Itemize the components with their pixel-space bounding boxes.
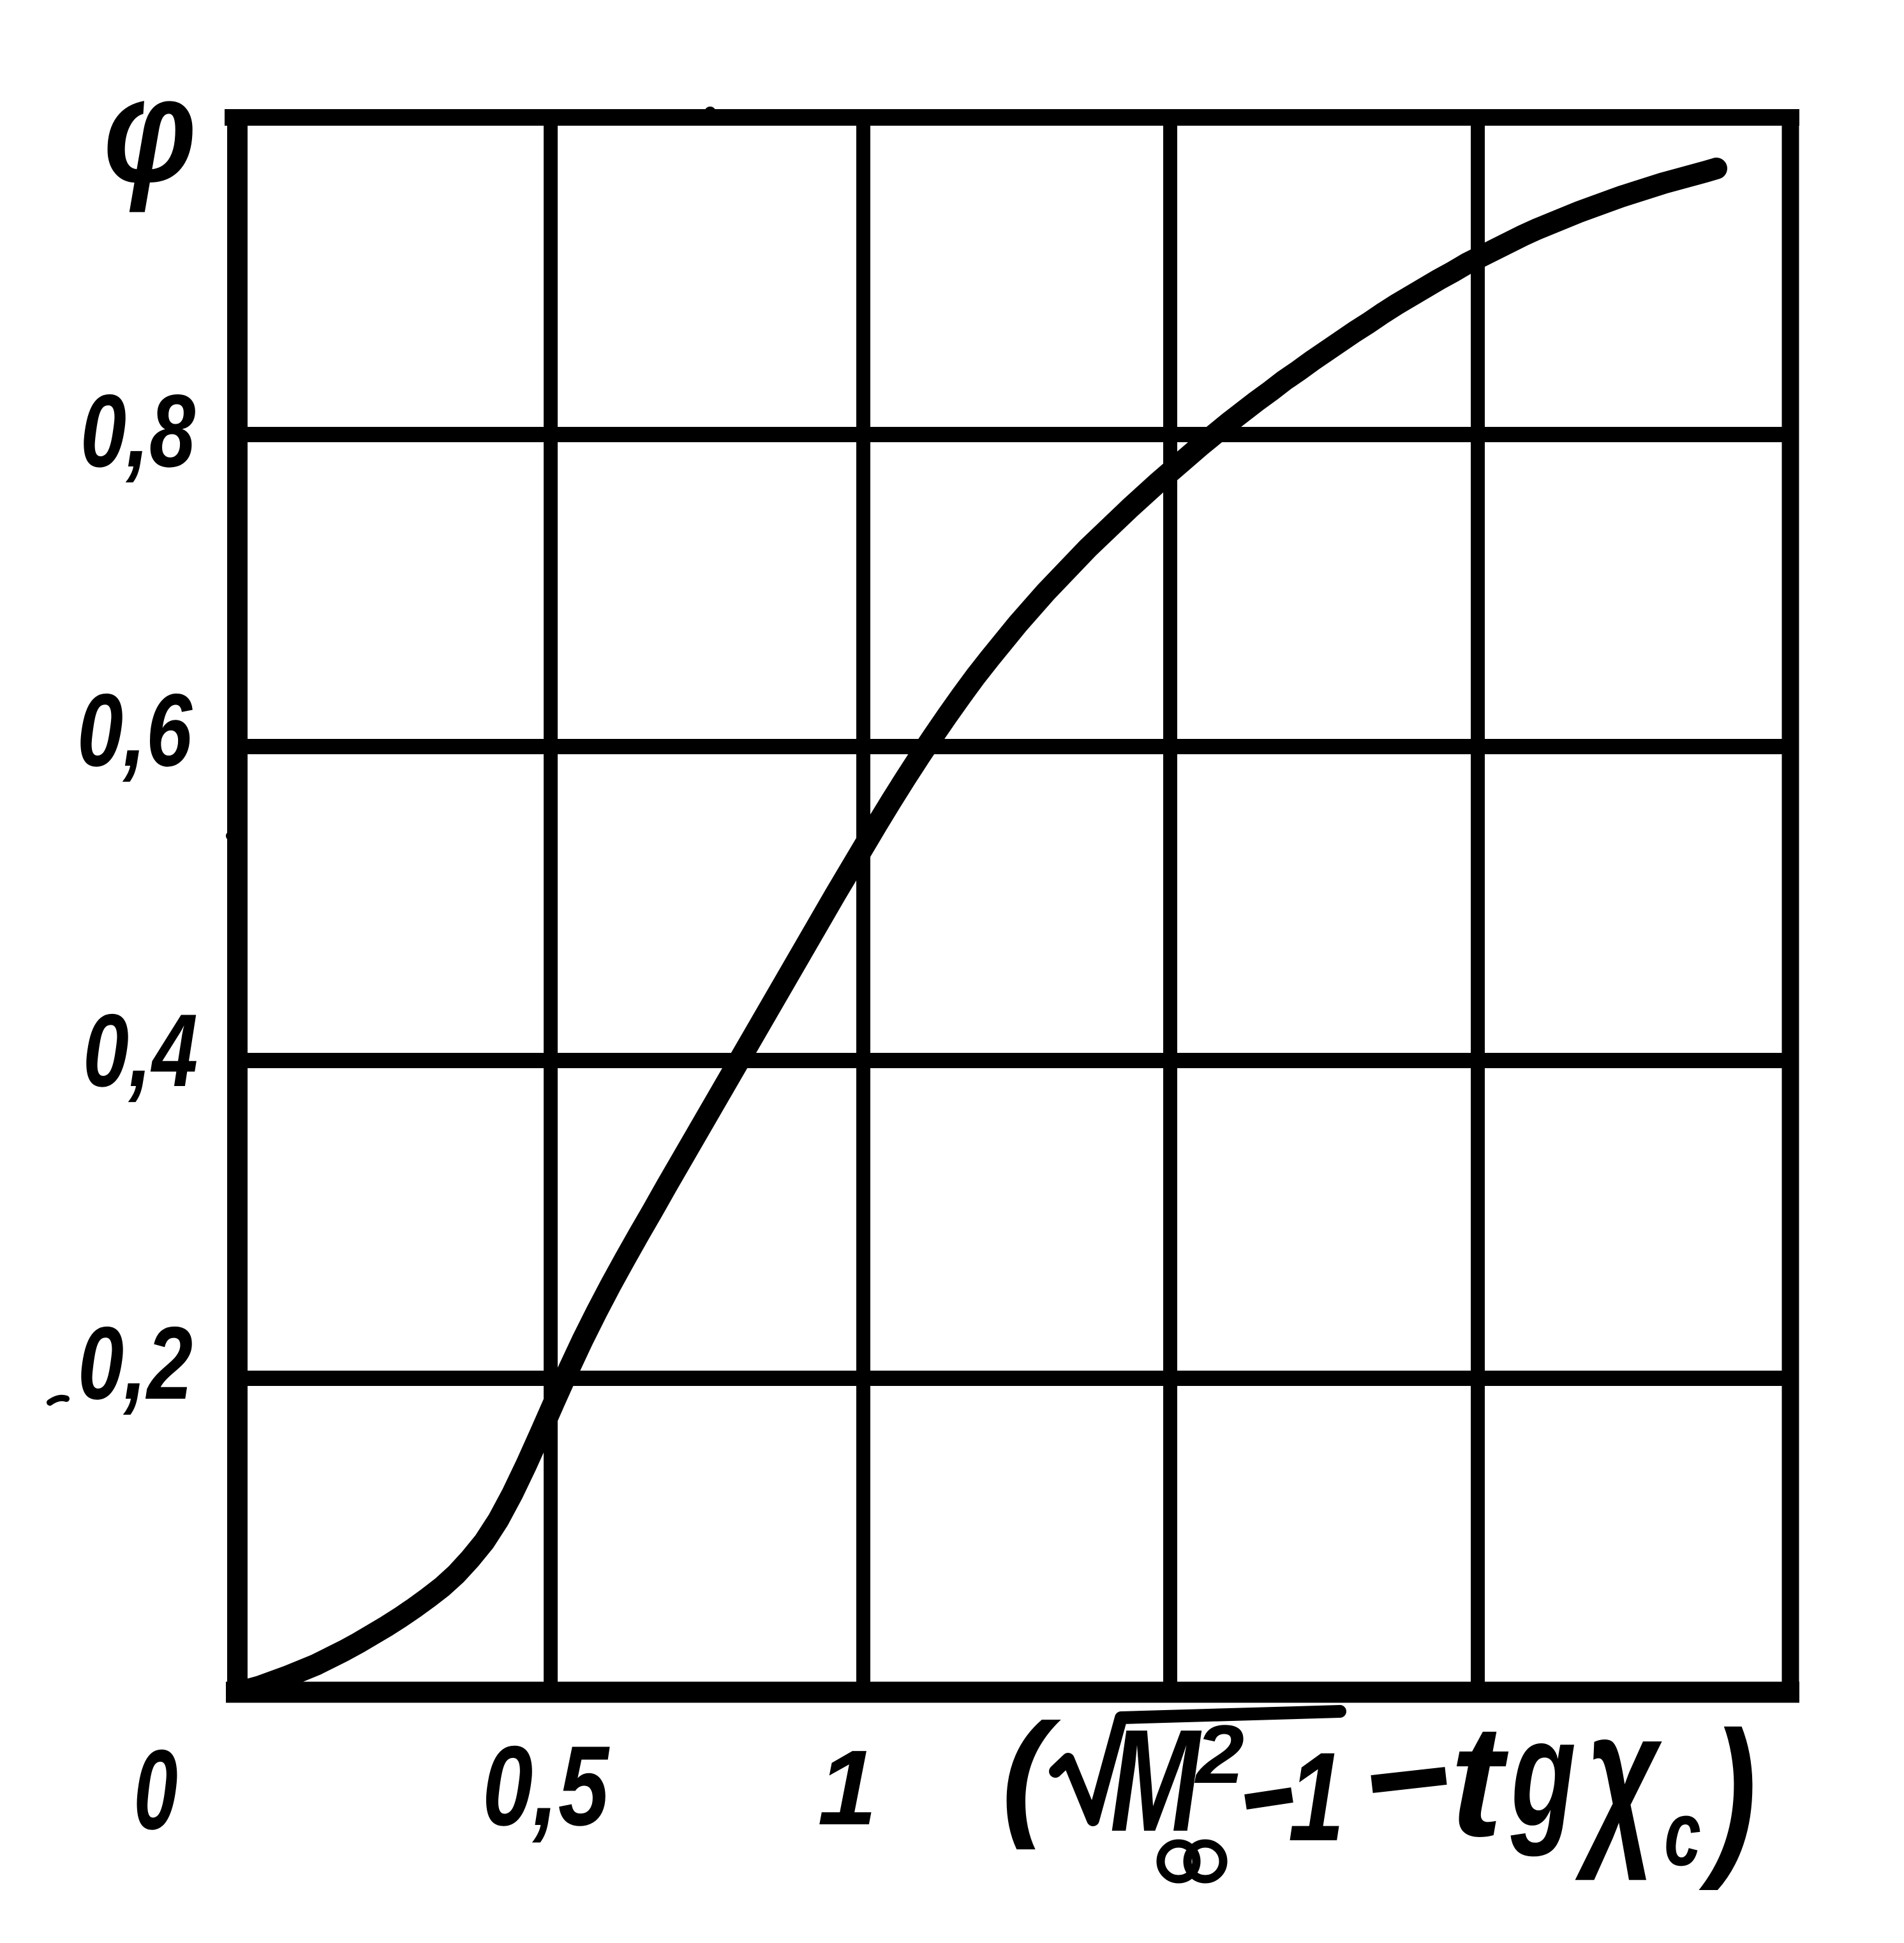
svg-text:0: 0 [133,1726,177,1853]
svg-text:χ: χ [1575,1671,1662,1881]
svg-text:0,5: 0,5 [482,1723,610,1850]
svg-text:t: t [1450,1692,1508,1870]
svg-text:2: 2 [1194,1708,1244,1801]
svg-text:0,2: 0,2 [78,1306,193,1421]
svg-text:0,8: 0,8 [80,373,196,489]
svg-text:0,4: 0,4 [83,993,198,1108]
svg-text:g: g [1510,1688,1576,1857]
svg-text:1: 1 [1288,1726,1344,1867]
svg-text:0,6: 0,6 [77,673,193,788]
svg-text:φ: φ [103,47,197,213]
svg-text:1: 1 [818,1729,877,1847]
svg-text:c: c [1664,1782,1701,1885]
svg-text:M: M [1110,1699,1202,1862]
